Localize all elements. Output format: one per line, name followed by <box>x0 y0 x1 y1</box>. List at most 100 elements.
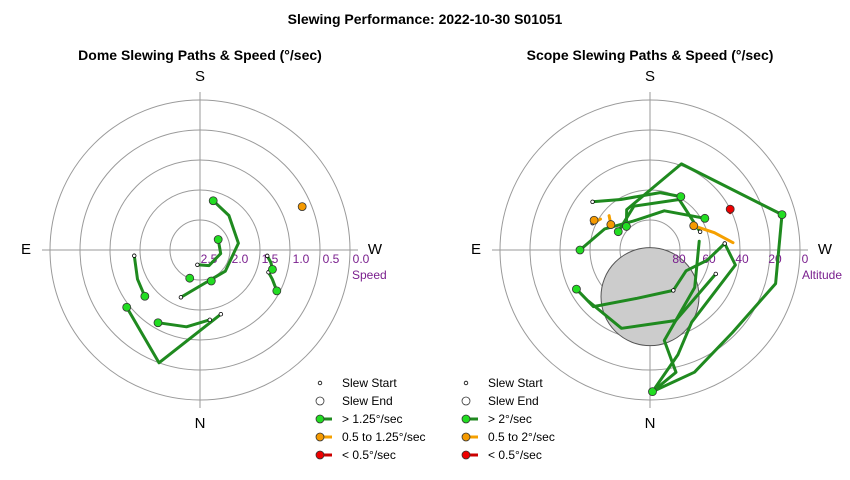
slew-path-fast <box>179 199 240 299</box>
dome-legend: Slew Start Slew End > 1.25°/sec 0.5 to 1.25… <box>315 376 426 462</box>
legend-dot-fast <box>461 414 471 424</box>
legend-end-marker <box>461 396 471 406</box>
slew-path-fast <box>651 242 737 394</box>
slew-end-marker-fast <box>206 276 216 286</box>
slew-path-fast <box>591 191 683 204</box>
slew-start-marker <box>218 311 224 317</box>
radial-tick-label: 80 <box>672 252 686 266</box>
radial-tick-label: 2.0 <box>232 252 249 266</box>
slew-path-fast <box>651 213 784 394</box>
dome-chart-title: Dome Slewing Paths & Speed (°/sec) <box>78 47 322 63</box>
slew-path-fast <box>132 254 147 298</box>
legend-label: Slew End <box>342 394 393 408</box>
slew-end-marker-mid <box>606 220 616 229</box>
slew-start-marker <box>697 229 703 234</box>
radial-tick-label: 0.5 <box>323 252 340 266</box>
slew-path-fast <box>578 209 707 252</box>
slew-start-marker <box>713 271 718 277</box>
legend-label: Slew Start <box>342 376 397 390</box>
slew-end-marker-fast <box>777 210 787 220</box>
dome-rings <box>42 92 358 408</box>
slew-start-marker <box>722 241 727 246</box>
slew-end-marker-mid <box>589 215 599 225</box>
dome-paths <box>122 196 307 365</box>
slew-start-marker <box>132 253 137 258</box>
slew-end-marker-fast <box>622 222 631 231</box>
slew-path-fast <box>587 272 718 330</box>
radial-tick-label: 0 <box>802 252 809 266</box>
slew-end-marker-fast <box>213 235 223 244</box>
slew-path-fast <box>651 239 701 394</box>
slew-end-marker-mid <box>689 221 699 231</box>
dome-dir-bottom: N <box>195 415 206 432</box>
scope-dir-bottom: N <box>645 415 656 432</box>
radial-tick-label: 40 <box>735 252 749 266</box>
dome-chart: Dome Slewing Paths & Speed (°/sec) S N E… <box>21 47 426 462</box>
slew-end-marker-fast <box>575 245 585 255</box>
scope-dir-top: S <box>645 68 655 85</box>
legend-dot-fast <box>315 414 325 424</box>
legend-label: 0.5 to 1.25°/sec <box>342 430 426 444</box>
dome-radial-label: Speed <box>352 268 387 282</box>
slew-end-marker-fast <box>648 387 657 397</box>
radial-tick-label: 1.0 <box>293 252 310 266</box>
scope-legend: Slew Start Slew End > 2°/sec 0.5 to 2°/sec <… <box>461 376 555 462</box>
slew-end-marker-fast <box>700 213 710 223</box>
legend-label: 0.5 to 2°/sec <box>488 430 555 444</box>
scope-ticks: 80 60 40 20 0 <box>672 252 808 266</box>
legend-dot-mid <box>461 432 471 442</box>
scope-dir-right: W <box>818 241 833 258</box>
legend-end-marker <box>315 396 325 406</box>
slew-start-marker <box>178 295 184 300</box>
legend-dot-slow <box>461 450 471 460</box>
slew-end-marker-fast <box>185 273 195 283</box>
slew-path-fast <box>125 305 223 365</box>
slew-start-marker <box>207 317 213 323</box>
slew-end-marker-fast <box>153 318 163 328</box>
radial-tick-label: 20 <box>768 252 782 266</box>
dome-dir-top: S <box>195 68 205 85</box>
slew-end-marker-fast <box>572 284 581 294</box>
slew-end-marker-fast <box>140 291 150 301</box>
slew-end-marker-fast <box>208 196 218 206</box>
legend-dot-slow <box>315 450 325 460</box>
legend-label: > 1.25°/sec <box>342 412 403 426</box>
legend-label: > 2°/sec <box>488 412 532 426</box>
legend-label: Slew Start <box>488 376 543 390</box>
slew-end-marker-mid <box>297 202 307 212</box>
scope-chart: Scope Slewing Paths & Speed (°/sec) S N … <box>461 47 842 462</box>
slew-start-marker <box>590 199 595 204</box>
scope-rings <box>492 92 808 408</box>
legend-label: Slew End <box>488 394 539 408</box>
slew-path-fast <box>156 318 212 329</box>
slew-end-marker-fast <box>122 302 132 312</box>
scope-paths <box>572 162 787 397</box>
legend-start-marker <box>463 380 469 386</box>
dome-ticks: 2.5 2.0 1.5 1.0 0.5 0.0 <box>201 252 370 266</box>
slew-path-mid <box>692 224 735 245</box>
scope-radial-label: Altitude <box>802 268 842 282</box>
slew-end-marker-fast <box>272 286 282 296</box>
slew-path-fast <box>195 238 223 268</box>
slew-end-marker-fast <box>613 227 623 237</box>
slew-path-fast <box>616 198 702 234</box>
legend-label: < 0.5°/sec <box>488 448 542 462</box>
slew-path-fast <box>574 287 675 309</box>
legend-label: < 0.5°/sec <box>342 448 396 462</box>
scope-dir-left: E <box>471 241 481 258</box>
slew-path-fast <box>671 242 727 292</box>
dome-dir-left: E <box>21 241 31 258</box>
slew-start-marker <box>265 253 270 259</box>
slew-start-marker <box>671 288 676 293</box>
slew-end-marker-slow <box>725 204 735 214</box>
legend-dot-mid <box>315 432 325 442</box>
slew-end-marker-fast <box>268 265 277 274</box>
legend-start-marker <box>317 380 323 386</box>
slew-end-marker-fast <box>676 192 686 201</box>
slew-start-marker <box>195 262 200 267</box>
dome-dir-right: W <box>368 241 383 258</box>
scope-chart-title: Scope Slewing Paths & Speed (°/sec) <box>527 47 774 63</box>
radial-tick-label: 0.0 <box>353 252 370 266</box>
